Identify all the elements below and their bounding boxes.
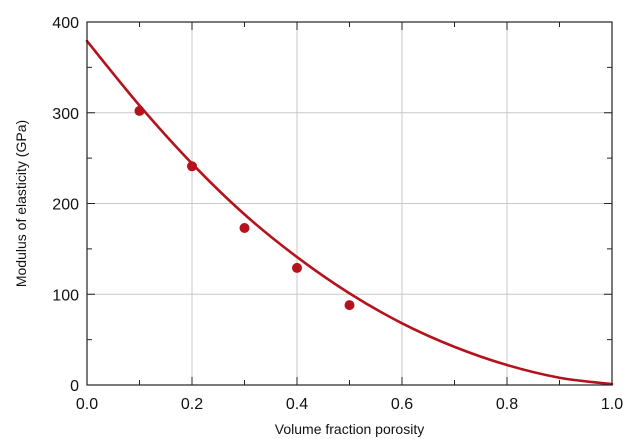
y-tick-labels: 0 100 200 300 400 bbox=[52, 15, 79, 395]
data-point bbox=[292, 262, 302, 273]
x-tick-label: 0.6 bbox=[391, 396, 413, 413]
data-point bbox=[187, 161, 197, 172]
data-points-layer bbox=[134, 105, 355, 311]
y-tick-label: 200 bbox=[52, 197, 79, 214]
fit-curve-layer bbox=[85, 39, 614, 386]
x-tick-label: 1.0 bbox=[601, 396, 623, 413]
data-point bbox=[239, 223, 250, 234]
x-tick-labels: 0.0 0.2 0.4 0.6 0.8 1.0 bbox=[76, 396, 623, 413]
data-point bbox=[134, 105, 145, 116]
x-tick-label: 0.8 bbox=[496, 396, 518, 413]
data-point bbox=[344, 300, 355, 311]
x-tick-label: 0.2 bbox=[181, 396, 203, 413]
y-tick-label: 100 bbox=[52, 287, 79, 304]
tick-marks bbox=[86, 21, 613, 386]
x-tick-label: 0.0 bbox=[76, 396, 98, 413]
grid bbox=[87, 22, 612, 385]
y-tick-label: 300 bbox=[52, 106, 79, 123]
fit-curve bbox=[85, 39, 614, 386]
y-axis-label: Modulus of elasticity (GPa) bbox=[13, 120, 29, 287]
y-tick-label: 0 bbox=[70, 378, 79, 395]
x-tick-label: 0.4 bbox=[286, 396, 308, 413]
y-tick-label: 400 bbox=[52, 15, 79, 32]
x-axis-label: Volume fraction porosity bbox=[275, 421, 424, 437]
